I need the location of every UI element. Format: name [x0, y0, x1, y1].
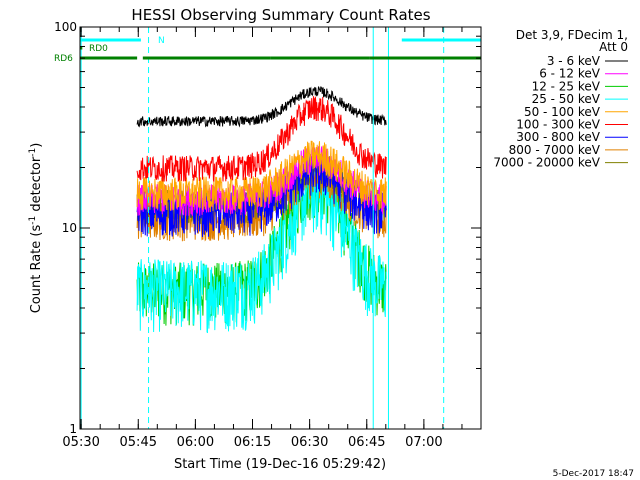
y-axis-label-sup2: -1	[28, 148, 38, 157]
legend-label-2: 12 - 25 keV	[532, 79, 601, 93]
plot-area	[80, 27, 445, 429]
legend-label-3: 25 - 50 keV	[532, 92, 601, 106]
x-tick-label-2: 06:00	[177, 435, 214, 450]
series-line-0	[136, 86, 387, 128]
x-axis-label: Start Time (19-Dec-16 05:29:42)	[174, 457, 386, 472]
legend-header-line1: Det 3,9, FDecim 1,	[516, 28, 628, 42]
y-axis-label: Count Rate (s-1 detector-1)	[28, 143, 44, 314]
flag-label-RD6: RD6	[54, 54, 73, 64]
x-tick-label-4: 06:30	[291, 435, 328, 450]
y-axis: 1 10 100	[54, 20, 481, 436]
legend-label-0: 3 - 6 keV	[547, 54, 601, 68]
flag-label-N: N	[158, 36, 165, 46]
x-tick-label-3: 06:15	[234, 435, 271, 450]
y-axis-label-tail: detector	[29, 156, 44, 216]
chart-title: HESSI Observing Summary Count Rates	[131, 6, 430, 24]
x-tick-label-5: 06:45	[348, 435, 385, 450]
x-tick-label-6: 07:00	[405, 435, 442, 450]
legend-label-4: 50 - 100 keV	[524, 105, 601, 119]
y-tick-label-1: 10	[62, 221, 77, 235]
legend-label-8: 7000 - 20000 keV	[493, 156, 600, 170]
y-tick-label-0: 1	[69, 422, 77, 436]
legend-label-6: 300 - 800 keV	[516, 130, 600, 144]
series-line-5	[136, 96, 387, 183]
y-axis-label-end: )	[29, 143, 44, 148]
series-line-6	[136, 152, 387, 238]
timestamp: 5-Dec-2017 18:47	[553, 469, 634, 479]
x-tick-label-0: 05:30	[62, 435, 99, 450]
legend-label-1: 6 - 12 keV	[539, 67, 601, 81]
flag-bars: N RD0 RD6	[54, 36, 481, 64]
series-line-4	[136, 140, 387, 213]
x-tick-label-1: 05:45	[120, 435, 157, 450]
flag-label-RD0: RD0	[89, 44, 108, 54]
legend-header-line2: Att 0	[599, 40, 628, 54]
y-tick-label-2: 100	[54, 20, 77, 34]
legend-label-5: 100 - 300 keV	[516, 118, 600, 132]
x-axis: 05:30 05:45 06:00 06:15 06:30 06:45 07:00	[62, 27, 482, 450]
y-axis-label-sup: -1	[28, 216, 38, 225]
legend-label-7: 800 - 7000 keV	[509, 143, 601, 157]
y-axis-label-main: Count Rate (s	[29, 225, 44, 314]
series-line-3	[136, 163, 387, 334]
